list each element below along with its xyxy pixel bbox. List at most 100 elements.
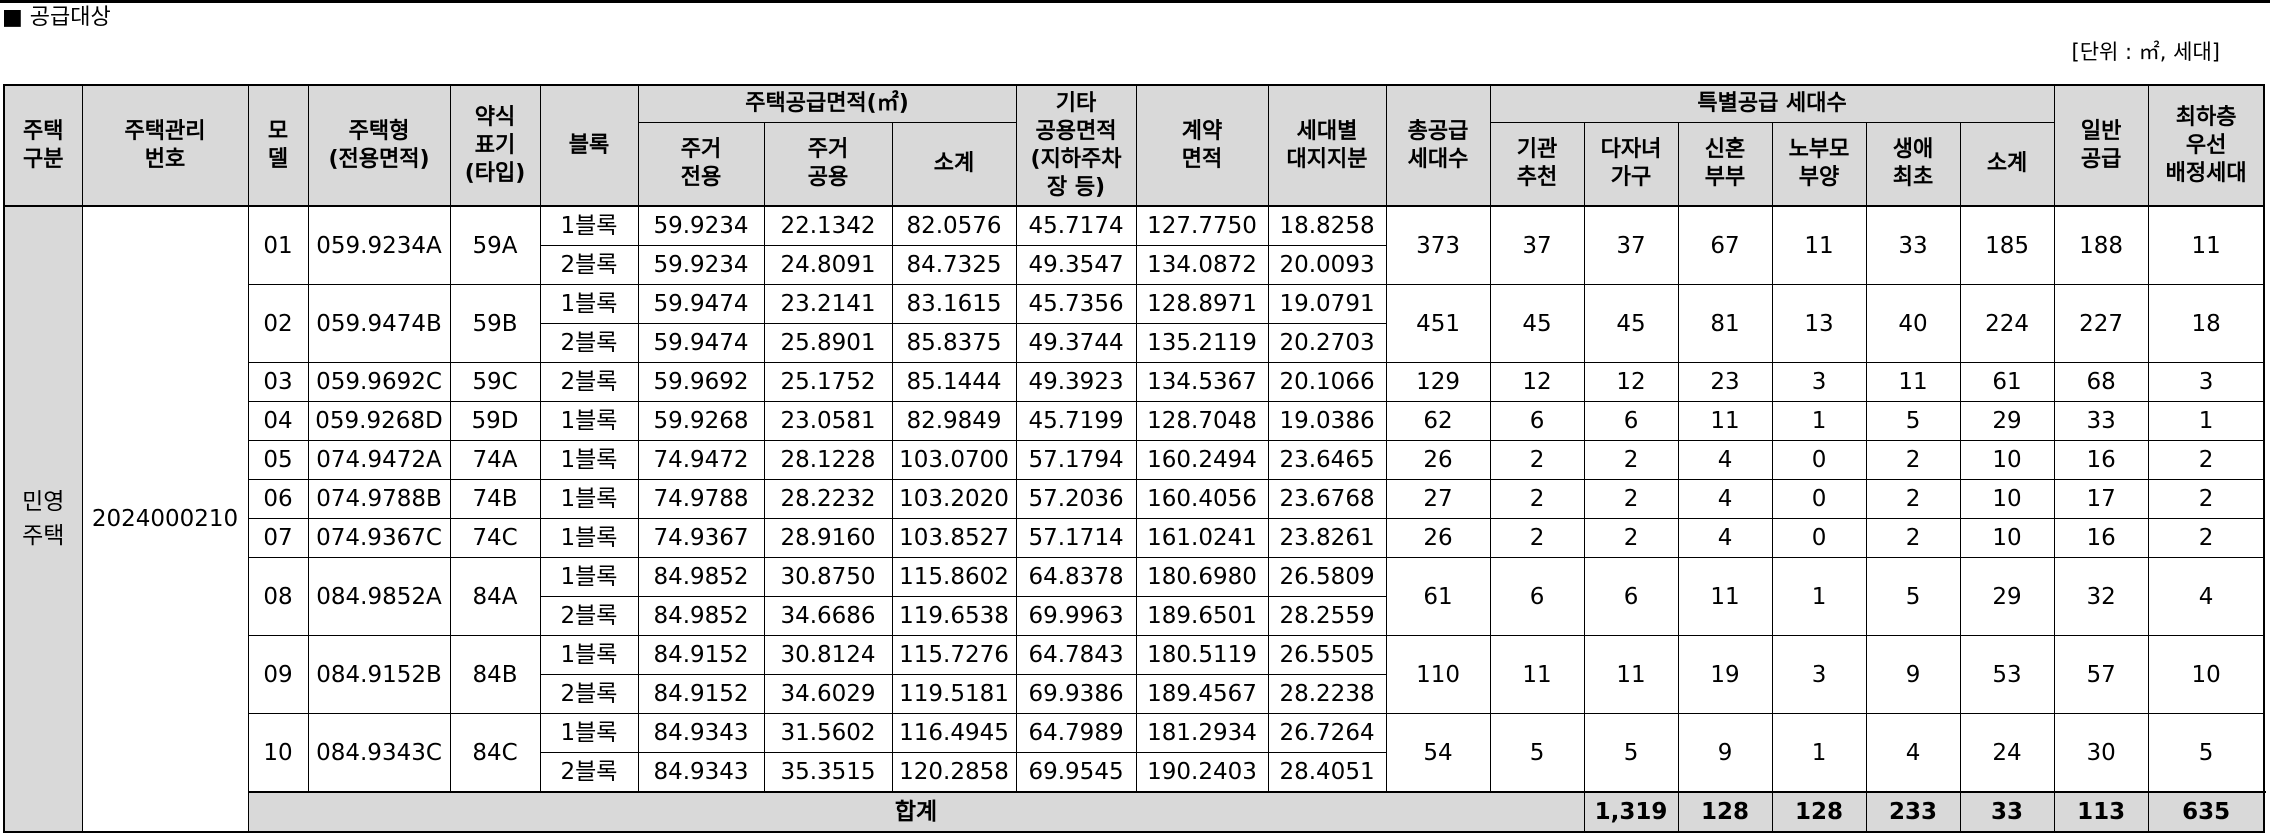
other-common-cell: 69.9963	[1015, 596, 1137, 636]
abbr-cell: 74C	[449, 518, 541, 558]
elderly-parent-cell: 11	[1771, 205, 1867, 285]
newlywed-cell: 23	[1677, 362, 1773, 402]
excl-area-cell: 59.9234	[637, 245, 765, 285]
elderly-parent-cell: 3	[1771, 635, 1867, 714]
block-cell: 2블록	[539, 596, 639, 636]
other-common-cell: 57.1794	[1015, 440, 1137, 480]
other-common-cell: 45.7199	[1015, 401, 1137, 441]
contract-area-cell: 180.5119	[1135, 635, 1269, 675]
table-row: 09 084.9152B 84B 1블록 84.9152 30.8124 115…	[4, 635, 2265, 714]
land-share-cell: 19.0386	[1267, 401, 1387, 441]
land-share-cell: 20.1066	[1267, 362, 1387, 402]
special-subtotal-cell: 29	[1959, 557, 2055, 636]
contract-area-cell: 134.0872	[1135, 245, 1269, 285]
elderly-parent-cell: 3	[1771, 362, 1867, 402]
model-cell: 01	[247, 205, 309, 285]
abbr-cell: 84A	[449, 557, 541, 636]
block-cell: 1블록	[539, 401, 639, 441]
area-subtotal-cell: 103.0700	[891, 440, 1017, 480]
lowest-floor-cell: 2	[2147, 440, 2265, 480]
contract-area-cell: 181.2934	[1135, 713, 1269, 753]
lowest-floor-cell: 1	[2147, 401, 2265, 441]
table-row: 2블록 84.9152 34.6029 119.5181 69.9386 189…	[4, 674, 2264, 714]
common-area-cell: 34.6029	[763, 674, 893, 714]
common-area-cell: 34.6686	[763, 596, 893, 636]
house-type-cell: 059.9474B	[307, 284, 451, 363]
model-cell: 10	[247, 713, 309, 793]
header-mgmt-no: 주택관리 번호	[81, 84, 249, 207]
other-common-cell: 45.7174	[1015, 205, 1137, 246]
lowest-floor-cell: 11	[2147, 205, 2265, 285]
common-area-cell: 28.1228	[763, 440, 893, 480]
table-row: 04 059.9268D 59D 1블록 59.9268 23.0581 82.…	[4, 401, 2265, 441]
excl-area-cell: 59.9692	[637, 362, 765, 402]
area-subtotal-cell: 115.8602	[891, 557, 1017, 597]
excl-area-cell: 84.9152	[637, 635, 765, 675]
table-row: 02 059.9474B 59B 1블록 59.9474 23.2141 83.…	[4, 284, 2265, 363]
block-cell: 2블록	[539, 323, 639, 363]
contract-area-cell: 127.7750	[1135, 205, 1269, 246]
elderly-parent-sum: 33	[1959, 791, 2055, 833]
block-cell: 1블록	[539, 557, 639, 597]
header-first-time: 생애 최초	[1865, 122, 1961, 207]
area-subtotal-cell: 85.1444	[891, 362, 1017, 402]
institution-cell: 6	[1489, 557, 1585, 636]
elderly-parent-cell: 0	[1771, 440, 1867, 480]
excl-area-cell: 84.9152	[637, 674, 765, 714]
block-cell: 1블록	[539, 284, 639, 324]
contract-area-cell: 160.2494	[1135, 440, 1269, 480]
first-time-cell: 2	[1865, 440, 1961, 480]
general-supply-cell: 227	[2053, 284, 2149, 363]
table-row: 2블록 84.9343 35.3515 120.2858 69.9545 190…	[4, 752, 2264, 793]
general-supply-cell: 188	[2053, 205, 2149, 285]
elderly-parent-cell: 0	[1771, 518, 1867, 558]
block-cell: 1블록	[539, 713, 639, 753]
elderly-parent-cell: 1	[1771, 713, 1867, 793]
table-row: 2블록 84.9852 34.6686 119.6538 69.9963 189…	[4, 596, 2264, 636]
common-area-cell: 28.2232	[763, 479, 893, 519]
area-subtotal-cell: 103.8527	[891, 518, 1017, 558]
area-subtotal-cell: 116.4945	[891, 713, 1017, 753]
first-time-cell: 5	[1865, 401, 1961, 441]
contract-area-cell: 189.6501	[1135, 596, 1269, 636]
lowest-floor-cell: 10	[2147, 635, 2265, 714]
first-time-cell: 5	[1865, 557, 1961, 636]
lowest-floor-cell: 4	[2147, 557, 2265, 636]
model-cell: 07	[247, 518, 309, 558]
house-type-cell: 084.9343C	[307, 713, 451, 793]
general-supply-cell: 16	[2053, 440, 2149, 480]
special-subtotal-cell: 29	[1959, 401, 2055, 441]
abbr-cell: 74A	[449, 440, 541, 480]
other-common-cell: 64.8378	[1015, 557, 1137, 597]
house-type-cell: 074.9367C	[307, 518, 451, 558]
abbr-cell: 84B	[449, 635, 541, 714]
contract-area-cell: 128.7048	[1135, 401, 1269, 441]
institution-cell: 2	[1489, 440, 1585, 480]
total-supply-cell: 54	[1385, 713, 1491, 793]
other-common-cell: 57.2036	[1015, 479, 1137, 519]
elderly-parent-cell: 1	[1771, 401, 1867, 441]
multi-child-sum: 128	[1771, 791, 1867, 833]
block-cell: 2블록	[539, 752, 639, 793]
header-block: 블록	[539, 84, 639, 207]
general-supply-cell: 57	[2053, 635, 2149, 714]
header-abbr: 약식 표기 (타입)	[449, 84, 541, 207]
total-supply-cell: 110	[1385, 635, 1491, 714]
model-cell: 03	[247, 362, 309, 402]
header-general: 일반 공급	[2053, 84, 2149, 207]
house-type-cell: 059.9234A	[307, 205, 451, 285]
abbr-cell: 74B	[449, 479, 541, 519]
general-supply-cell: 68	[2053, 362, 2149, 402]
house-type-cell: 059.9692C	[307, 362, 451, 402]
area-subtotal-cell: 119.5181	[891, 674, 1017, 714]
total-label: 합계	[247, 791, 1585, 833]
special-subtotal-cell: 10	[1959, 479, 2055, 519]
institution-cell: 2	[1489, 518, 1585, 558]
block-cell: 1블록	[539, 205, 639, 246]
first-time-cell: 2	[1865, 518, 1961, 558]
contract-area-cell: 134.5367	[1135, 362, 1269, 402]
abbr-cell: 59A	[449, 205, 541, 285]
lowest-floor-cell: 2	[2147, 479, 2265, 519]
land-share-cell: 28.2559	[1267, 596, 1387, 636]
common-area-cell: 25.8901	[763, 323, 893, 363]
